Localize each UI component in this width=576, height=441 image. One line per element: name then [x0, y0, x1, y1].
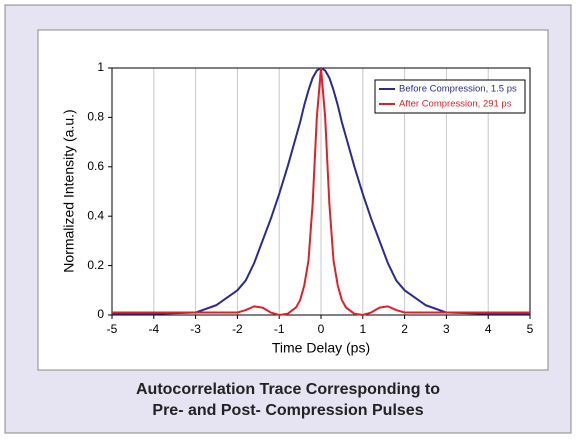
- legend-box: [374, 79, 526, 114]
- y-tick-label: 0.8: [87, 110, 104, 124]
- x-tick-label: -5: [107, 322, 118, 336]
- y-tick-label: 1: [97, 60, 104, 74]
- x-tick-label: -4: [148, 322, 159, 336]
- y-axis-label: Normalized Intensity (a.u.): [61, 109, 77, 272]
- legend-label: Before Compression, 1.5 ps: [399, 84, 517, 95]
- x-tick-label: 3: [443, 322, 450, 336]
- y-tick-label: 0.2: [87, 258, 104, 272]
- x-tick-label: -1: [274, 322, 285, 336]
- y-tick-label: 0.6: [87, 159, 104, 173]
- x-tick-label: 0: [318, 322, 325, 336]
- x-tick-label: 1: [359, 322, 366, 336]
- x-tick-label: -2: [232, 322, 243, 336]
- x-tick-label: 5: [527, 322, 534, 336]
- chart-title: Autocorrelation Trace Corresponding to: [136, 381, 440, 398]
- chart-title: Pre- and Post- Compression Pulses: [152, 402, 423, 419]
- y-tick-label: 0.4: [87, 208, 104, 222]
- x-axis-label: Time Delay (ps): [272, 340, 370, 356]
- x-tick-label: -3: [190, 322, 201, 336]
- y-tick-label: 0: [97, 307, 104, 321]
- legend-label: After Compression, 291 ps: [399, 99, 512, 110]
- x-tick-label: 2: [401, 322, 408, 336]
- series-line: [112, 67, 530, 316]
- x-tick-label: 4: [485, 322, 492, 336]
